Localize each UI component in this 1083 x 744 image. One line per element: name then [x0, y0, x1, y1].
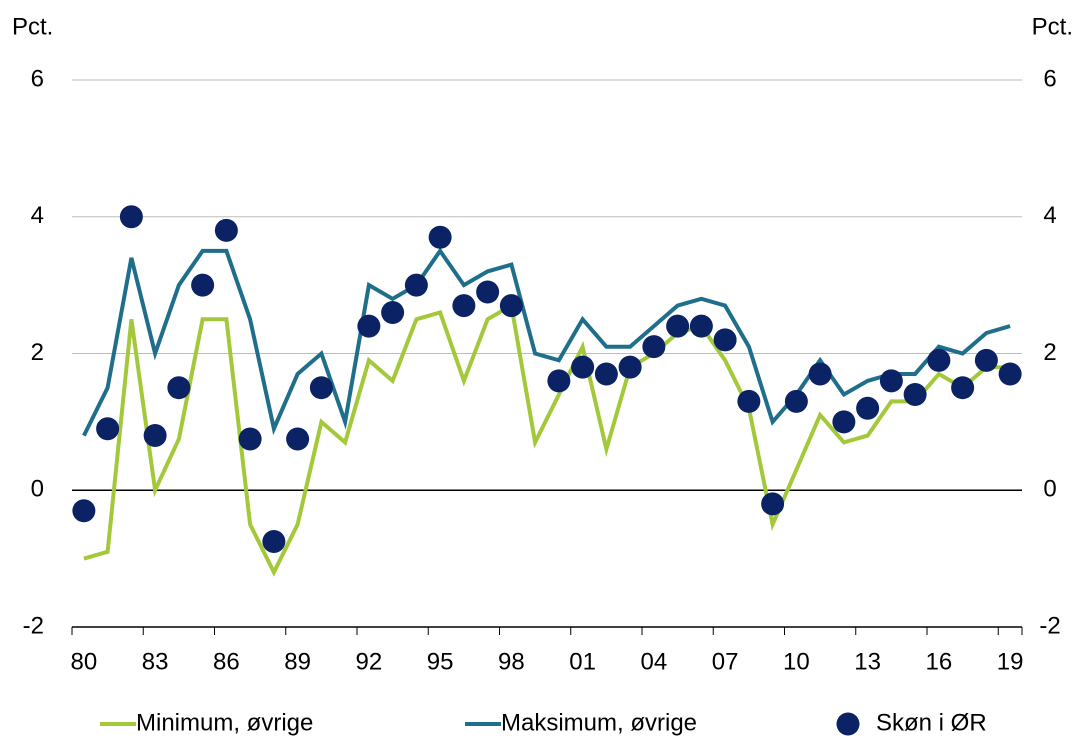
marker: [143, 424, 167, 448]
x-tick-label: 19: [997, 648, 1024, 675]
marker: [238, 427, 262, 451]
y-tick-label: 6: [31, 65, 44, 92]
marker: [404, 273, 428, 297]
x-tick-label: 83: [142, 648, 169, 675]
marker: [761, 492, 785, 516]
marker: [547, 369, 571, 393]
marker: [998, 362, 1022, 386]
marker: [618, 355, 642, 379]
x-tick-label: 95: [427, 648, 454, 675]
y2-tick-label: 2: [1043, 339, 1056, 366]
marker: [666, 314, 690, 338]
marker: [927, 348, 951, 372]
marker: [381, 300, 405, 324]
marker: [499, 294, 523, 318]
x-tick-label: 89: [284, 648, 311, 675]
x-tick-label: 16: [926, 648, 953, 675]
marker: [428, 225, 452, 249]
marker: [286, 427, 310, 451]
line: [82, 247, 1011, 437]
x-tick-label: 04: [641, 648, 668, 675]
legend-label: Skøn i ØR: [876, 709, 987, 736]
legend-label: Minimum, øvrige: [136, 709, 313, 736]
marker: [191, 273, 215, 297]
marker: [951, 376, 975, 400]
y-tick-label: -2: [23, 612, 44, 639]
y-tick-label: 4: [31, 202, 44, 229]
marker: [452, 294, 476, 318]
marker: [974, 348, 998, 372]
x-tick-label: 01: [569, 648, 596, 675]
marker: [642, 335, 666, 359]
marker: [832, 410, 856, 434]
y2-tick-label: -2: [1039, 612, 1060, 639]
y-tick-label: 0: [31, 476, 44, 503]
marker: [96, 417, 120, 441]
x-tick-label: 10: [783, 648, 810, 675]
x-tick-label: 07: [712, 648, 739, 675]
y2-tick-label: 4: [1043, 202, 1056, 229]
y-tick-label: 2: [31, 339, 44, 366]
marker: [262, 530, 286, 554]
y2-axis-label: Pct.: [1032, 13, 1073, 40]
legend-label: Maksimum, øvrige: [501, 709, 697, 736]
marker: [689, 314, 713, 338]
marker: [571, 355, 595, 379]
y2-tick-label: 0: [1043, 476, 1056, 503]
marker: [784, 389, 808, 413]
x-tick-label: 98: [498, 648, 525, 675]
marker: [476, 280, 500, 304]
x-tick-label: 80: [71, 648, 98, 675]
marker: [856, 396, 880, 420]
marker: [309, 376, 333, 400]
y-axis-label: Pct.: [12, 13, 53, 40]
marker: [167, 376, 191, 400]
x-tick-label: 13: [854, 648, 881, 675]
marker: [72, 499, 96, 523]
marker: [119, 205, 143, 229]
line: [83, 302, 1011, 577]
marker: [214, 218, 238, 242]
marker: [737, 389, 761, 413]
marker: [357, 314, 381, 338]
x-tick-label: 92: [356, 648, 383, 675]
marker: [808, 362, 832, 386]
marker: [879, 369, 903, 393]
marker: [594, 362, 618, 386]
x-tick-label: 86: [213, 648, 240, 675]
marker: [903, 383, 927, 407]
y2-tick-label: 6: [1043, 65, 1056, 92]
legend-marker: [836, 712, 860, 736]
marker: [713, 328, 737, 352]
